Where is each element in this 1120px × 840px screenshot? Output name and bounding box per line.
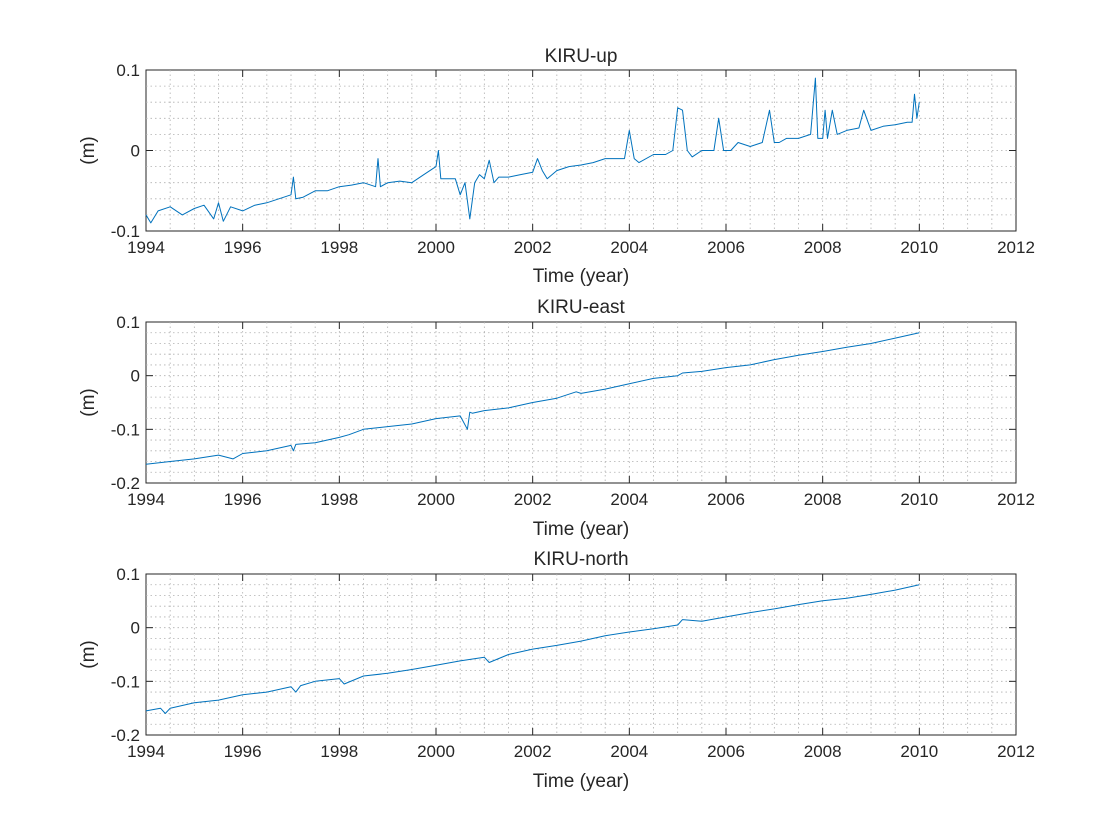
tick-marks — [145, 69, 1017, 232]
x-tick-label: 2004 — [610, 742, 648, 761]
y-tick-label: 0.1 — [116, 313, 140, 332]
x-tick-label: 1996 — [224, 238, 262, 257]
x-tick-labels: 1994 1996 1998 2000 2002 2004 2006 2008 2010 2012 — [127, 742, 1035, 761]
y-axis-label: (m) — [78, 640, 99, 668]
x-tick-label: 2012 — [997, 490, 1035, 509]
series-line — [145, 584, 920, 714]
x-tick-label: 2002 — [514, 742, 552, 761]
x-axis-label: Time (year) — [533, 771, 629, 792]
x-tick-label: 2008 — [804, 742, 842, 761]
y-tick-label: 0 — [131, 619, 140, 638]
y-axis-label: (m) — [78, 136, 99, 164]
x-tick-label: 2006 — [707, 742, 745, 761]
x-tick-label: 1994 — [127, 238, 165, 257]
x-tick-label: 2004 — [610, 490, 648, 509]
y-tick-label: -0.2 — [111, 474, 140, 493]
y-tick-label: -0.2 — [111, 726, 140, 745]
x-tick-label: 2010 — [900, 742, 938, 761]
x-tick-label: 2000 — [417, 490, 455, 509]
series-line — [145, 332, 920, 465]
y-axis-label: (m) — [78, 388, 99, 416]
chart-title: KIRU-up — [545, 46, 618, 67]
x-tick-labels: 1994 1996 1998 2000 2002 2004 2006 2008 2010 2012 — [127, 238, 1035, 257]
x-tick-label: 2010 — [900, 490, 938, 509]
y-tick-label: 0 — [131, 142, 140, 161]
x-tick-label: 1994 — [127, 742, 165, 761]
plot-area — [145, 321, 1017, 484]
y-tick-labels: -0.1 0 0.1 — [111, 61, 140, 241]
x-tick-label: 2010 — [900, 238, 938, 257]
x-tick-label: 1998 — [320, 742, 358, 761]
series-line — [145, 77, 920, 224]
y-tick-label: -0.1 — [111, 222, 140, 241]
x-tick-label: 1996 — [224, 742, 262, 761]
y-tick-label: -0.1 — [111, 420, 140, 439]
chart-title: KIRU-north — [533, 549, 628, 570]
y-tick-label: 0.1 — [116, 565, 140, 584]
x-tick-label: 1994 — [127, 490, 165, 509]
x-tick-label: 2008 — [804, 490, 842, 509]
tick-marks — [145, 573, 1017, 736]
plot-area — [145, 573, 1017, 736]
x-tick-label: 1998 — [320, 490, 358, 509]
y-tick-labels: -0.2 -0.1 0 0.1 — [111, 565, 140, 745]
x-tick-label: 2006 — [707, 490, 745, 509]
subplot-east: 1994 1996 1998 2000 2002 2004 2006 2008 2010 2012… — [78, 297, 1035, 540]
x-tick-labels: 1994 1996 1998 2000 2002 2004 2006 2008 2010 2012 — [127, 490, 1035, 509]
grid — [146, 70, 1016, 231]
x-tick-label: 2002 — [514, 490, 552, 509]
x-tick-label: 2000 — [417, 238, 455, 257]
grid — [146, 322, 1016, 483]
tick-marks — [145, 321, 1017, 484]
subplot-north: 1994 1996 1998 2000 2002 2004 2006 2008 2010 2012… — [78, 549, 1035, 792]
x-tick-label: 1998 — [320, 238, 358, 257]
subplot-up: 1994 1996 1998 2000 2002 2004 2006 2008 2010 2012… — [78, 46, 1035, 287]
x-tick-label: 2012 — [997, 742, 1035, 761]
x-tick-label: 2012 — [997, 238, 1035, 257]
x-tick-label: 2004 — [610, 238, 648, 257]
x-tick-label: 2002 — [514, 238, 552, 257]
x-axis-label: Time (year) — [533, 519, 629, 540]
y-tick-label: 0.1 — [116, 61, 140, 80]
grid — [146, 574, 1016, 735]
x-tick-label: 2006 — [707, 238, 745, 257]
y-tick-label: 0 — [131, 367, 140, 386]
x-tick-label: 2008 — [804, 238, 842, 257]
y-tick-labels: -0.2 -0.1 0 0.1 — [111, 313, 140, 493]
chart-title: KIRU-east — [537, 297, 625, 318]
x-axis-label: Time (year) — [533, 266, 629, 287]
y-tick-label: -0.1 — [111, 672, 140, 691]
x-tick-label: 1996 — [224, 490, 262, 509]
x-tick-label: 2000 — [417, 742, 455, 761]
